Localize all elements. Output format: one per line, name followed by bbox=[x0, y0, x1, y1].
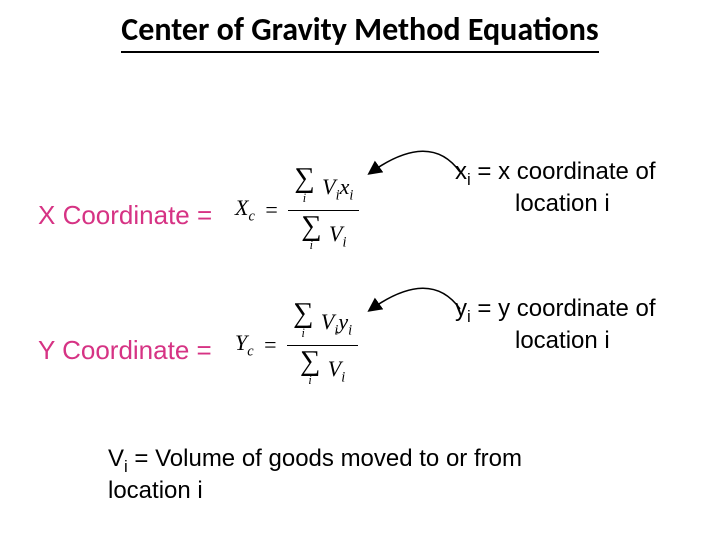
annotation-y-rest: = y coordinate of bbox=[471, 295, 656, 322]
formula-y: Yc = ∑i Viyi ∑i Vi bbox=[235, 300, 358, 390]
formula-x-den-coef-sub: i bbox=[342, 235, 346, 251]
equals-sign: = bbox=[260, 197, 282, 222]
y-coordinate-label: Y Coordinate = bbox=[38, 335, 212, 366]
slide-title-text: Center of Gravity Method Equations bbox=[121, 10, 598, 53]
formula-y-lhs-var: Y bbox=[235, 330, 247, 355]
slide-title: Center of Gravity Method Equations bbox=[0, 10, 720, 49]
formula-x-num-coef: V bbox=[322, 174, 335, 199]
sigma-icon: ∑ bbox=[301, 213, 321, 242]
formula-x-lhs-var: X bbox=[235, 195, 248, 220]
x-coordinate-label: X Coordinate = bbox=[38, 200, 212, 231]
volume-var: V bbox=[108, 445, 124, 472]
formula-y-num-coef: V bbox=[321, 309, 334, 334]
annotation-y: yi = y coordinate of location i bbox=[455, 295, 656, 355]
formula-x-num-var: x bbox=[340, 174, 350, 199]
annotation-x-rest: = x coordinate of bbox=[471, 158, 656, 185]
sigma-icon: ∑ bbox=[294, 165, 314, 194]
annotation-y-line2: location i bbox=[455, 327, 610, 354]
volume-rest: = Volume of goods moved to or from bbox=[128, 445, 522, 472]
volume-line2: location i bbox=[108, 477, 203, 504]
formula-y-lhs-sub: c bbox=[247, 343, 253, 359]
annotation-x: xi = x coordinate of location i bbox=[455, 158, 656, 218]
annotation-y-var: y bbox=[455, 295, 467, 322]
sigma-icon: ∑ bbox=[293, 300, 313, 329]
annotation-x-line2: location i bbox=[455, 190, 610, 217]
x-coordinate-label-text: X Coordinate = bbox=[38, 200, 212, 230]
formula-y-den-coef-sub: i bbox=[341, 370, 345, 386]
formula-y-num-var-sub: i bbox=[348, 322, 352, 338]
annotation-x-var: x bbox=[455, 158, 467, 185]
formula-x-num-var-sub: i bbox=[349, 187, 353, 203]
formula-y-num-var: y bbox=[338, 309, 348, 334]
formula-x: Xc = ∑i Vixi ∑i Vi bbox=[235, 165, 359, 255]
formula-x-den-coef: V bbox=[329, 221, 342, 246]
equals-sign: = bbox=[259, 332, 281, 357]
formula-x-lhs-sub: c bbox=[248, 208, 254, 224]
sigma-icon: ∑ bbox=[300, 348, 320, 377]
volume-definition: Vi = Volume of goods moved to or from lo… bbox=[108, 445, 522, 505]
y-coordinate-label-text: Y Coordinate = bbox=[38, 335, 212, 365]
formula-y-den-coef: V bbox=[328, 356, 341, 381]
